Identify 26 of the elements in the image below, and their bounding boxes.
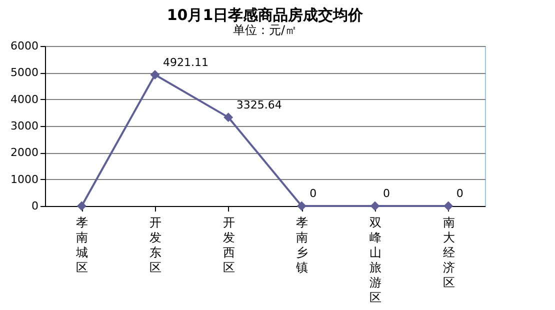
chart-subtitle: 单位：元/㎡ xyxy=(232,23,298,37)
data-label: 0 xyxy=(456,187,464,200)
y-tick-label: 4000 xyxy=(10,92,38,106)
x-tick-label: 双峰山旅游区 xyxy=(370,216,382,304)
y-tick-label: 1000 xyxy=(10,172,38,186)
x-tick-label: 孝南乡镇 xyxy=(295,216,308,274)
chart-title: 10月1日孝感商品房成交均价 xyxy=(166,6,364,24)
x-tick-label: 开发东区 xyxy=(150,216,162,274)
x-tick-label: 南大经济区 xyxy=(442,216,455,290)
data-label: 0 xyxy=(310,187,317,200)
data-label: 0 xyxy=(383,187,390,200)
point xyxy=(76,201,86,211)
x-tick-label: 孝南城区 xyxy=(75,216,88,274)
y-tick-label: 0 xyxy=(32,200,38,212)
y-tick-label: 3000 xyxy=(10,120,38,132)
point xyxy=(370,201,380,211)
data-label: 4921.11 xyxy=(163,56,208,69)
point xyxy=(150,70,160,80)
point xyxy=(444,201,454,211)
point xyxy=(296,201,306,211)
y-tick-label: 6000 xyxy=(10,40,38,52)
point xyxy=(224,112,234,122)
x-tick-label: 开发西区 xyxy=(222,216,235,274)
y-tick-label: 2000 xyxy=(10,146,38,160)
data-label: 3325.64 xyxy=(236,98,282,112)
y-tick-label: 5000 xyxy=(10,66,38,80)
